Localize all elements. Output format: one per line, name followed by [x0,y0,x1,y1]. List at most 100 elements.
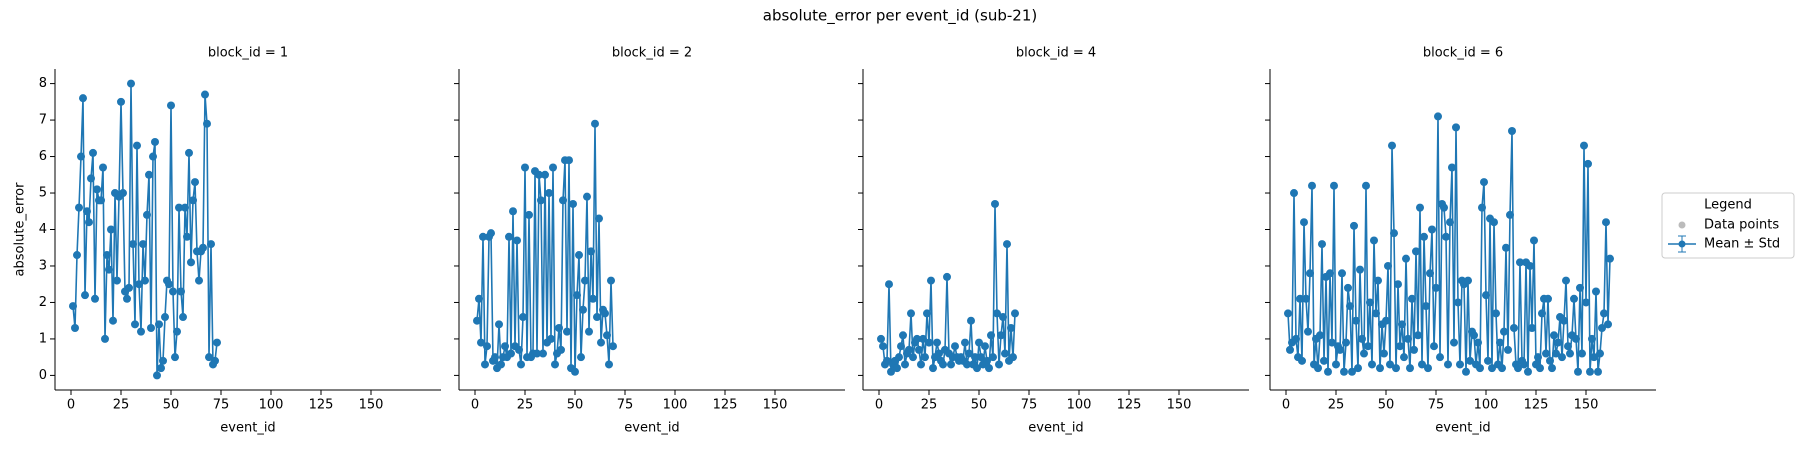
data-point [507,349,515,358]
data-point [1606,254,1614,263]
data-point [571,367,579,376]
data-point [123,294,131,303]
x-tick-label: 75 [1428,398,1445,413]
data-point [1306,269,1314,278]
data-point [1454,298,1462,307]
data-point [1590,353,1598,362]
data-point [1478,203,1486,212]
data-point [1410,345,1418,354]
data-point [1408,294,1416,303]
data-point [1392,364,1400,373]
data-point [1588,334,1596,343]
data-point [589,294,597,303]
data-point [1336,345,1344,354]
data-point [1320,356,1328,365]
data-point [1604,320,1612,329]
data-point [107,225,115,234]
data-point [591,119,599,128]
data-point [1290,189,1298,198]
data-point [1398,320,1406,329]
data-point [917,360,925,369]
data-point [535,170,543,179]
data-point [1318,240,1326,249]
data-point [1450,338,1458,347]
data-point [205,353,213,362]
data-point [605,360,613,369]
data-point [995,360,1003,369]
data-point [555,323,563,332]
data-point [1504,345,1512,354]
data-point [1592,287,1600,296]
data-point [103,251,111,260]
data-point [935,349,943,358]
data-point [1544,294,1552,303]
data-point [497,360,505,369]
data-point [1296,294,1304,303]
data-point [573,291,581,300]
data-point [1542,349,1550,358]
y-tick-label: 7 [39,113,47,128]
x-axis-label: event_id [1028,421,1083,436]
data-point [1564,342,1572,351]
x-tick-label: 125 [1524,398,1549,413]
data-point [581,276,589,285]
data-point [909,353,917,362]
data-point [575,251,583,260]
data-point [545,189,553,198]
data-point [1502,243,1510,252]
data-point [1576,283,1584,292]
data-point [495,320,503,329]
data-point [191,178,199,187]
data-point [983,356,991,365]
legend-marker [1678,221,1686,229]
data-point [1003,240,1011,249]
y-tick-label: 3 [39,258,47,273]
data-point [923,309,931,318]
data-point [481,360,489,369]
data-point [895,353,903,362]
data-point [475,294,483,303]
x-axis-label: event_id [1435,421,1490,436]
x-tick-label: 0 [1282,398,1290,413]
data-point [1548,364,1556,373]
data-point [185,148,193,157]
data-point [1582,298,1590,307]
data-point [201,90,209,99]
data-point [1382,316,1390,325]
data-point [1546,356,1554,365]
data-point [1480,178,1488,187]
data-point [977,353,985,362]
data-point [1462,367,1470,376]
data-point [487,229,495,238]
data-point [1326,269,1334,278]
data-point [1356,265,1364,274]
data-point [1328,338,1336,347]
y-tick-label: 0 [39,368,47,383]
data-point [607,276,615,285]
data-point [577,353,585,362]
data-point [1530,236,1538,245]
data-point [1594,367,1602,376]
data-point [99,163,107,172]
data-point [559,196,567,205]
data-point [879,342,887,351]
data-point [1574,367,1582,376]
data-point [1330,181,1338,190]
data-point [1342,338,1350,347]
x-tick-label: 25 [517,398,534,413]
data-point [1456,360,1464,369]
data-point [1536,364,1544,373]
data-point [175,203,183,212]
data-point [1402,254,1410,263]
data-point [77,152,85,161]
data-point [1440,203,1448,212]
data-point [1400,353,1408,362]
data-point [525,210,533,219]
data-point [1520,360,1528,369]
data-point [595,214,603,223]
data-point [609,342,617,351]
data-point [1001,349,1009,358]
data-point [177,287,185,296]
data-point [1324,367,1332,376]
